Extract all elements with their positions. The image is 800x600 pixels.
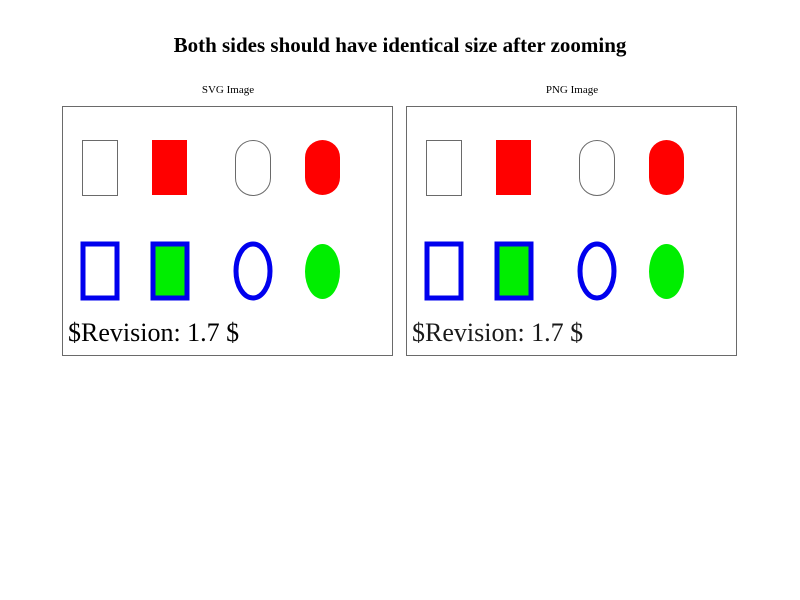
green-filled-ellipse [649,244,684,299]
svg-image-panel: $Revision: 1.7 $ [62,106,393,356]
svg-image-caption: SVG Image [201,84,255,96]
png-image-caption: PNG Image [545,84,599,96]
revision-label: $Revision: 1.7 $ [68,318,240,347]
red-filled-pill [649,140,684,195]
gray-outline-pill [235,140,271,196]
gray-outline-rectangle [82,140,118,196]
blue-outline-rectangle [424,241,464,301]
red-filled-pill [305,140,340,195]
blue-outline-green-rectangle [494,241,534,301]
gray-outline-pill [579,140,615,196]
png-shapes-canvas [424,140,684,301]
page-title: Both sides should have identical size af… [173,33,627,57]
green-filled-ellipse [305,244,340,299]
red-filled-rectangle [152,140,187,195]
png-image-panel: $Revision: 1.7 $ [406,106,737,356]
red-filled-rectangle [496,140,531,195]
svg-shapes-canvas [80,140,340,301]
blue-outline-green-rectangle [150,241,190,301]
blue-outline-ellipse [233,241,273,301]
revision-label: $Revision: 1.7 $ [412,318,584,347]
blue-outline-ellipse [577,241,617,301]
blue-outline-rectangle [80,241,120,301]
gray-outline-rectangle [426,140,462,196]
